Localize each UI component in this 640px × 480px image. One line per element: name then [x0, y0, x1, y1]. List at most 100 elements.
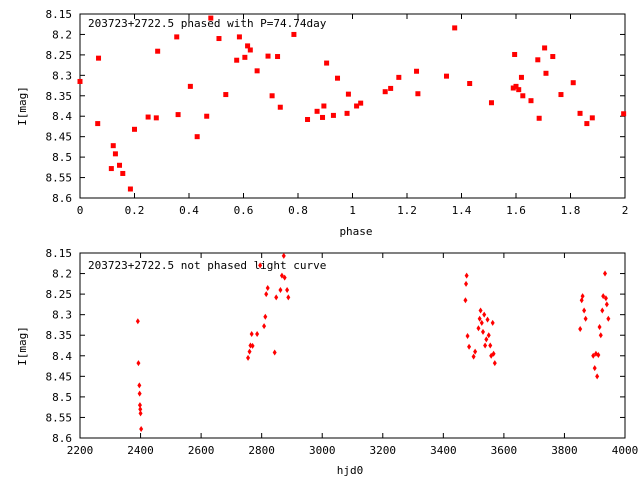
unphased-data-point	[247, 348, 252, 355]
unphased-data-point	[262, 323, 267, 330]
unphased-data-point	[281, 252, 286, 259]
phased-y-tick-label: 8.15	[46, 8, 73, 21]
unphased-data-point	[263, 313, 268, 320]
phased-data-point	[528, 98, 534, 104]
unphased-data-point	[600, 307, 605, 314]
phased-y-tick-label: 8.4	[52, 110, 72, 123]
unphased-data-point	[463, 297, 468, 304]
unphased-data-point	[272, 349, 277, 356]
unphased-data-point	[595, 373, 600, 380]
unphased-data-point	[471, 353, 476, 360]
phased-data-point	[321, 103, 327, 109]
unphased-data-point	[137, 390, 142, 397]
unphased-data-point	[137, 402, 142, 409]
phased-light-curve-panel: 203723+2722.5 phased with P=74.74day pha…	[16, 8, 628, 238]
phased-data-point	[516, 87, 522, 93]
phased-y-tick-label: 8.6	[52, 192, 72, 205]
phased-data-point	[204, 113, 210, 119]
unphased-y-axis-label: I[mag]	[16, 326, 29, 366]
unphased-data-point	[255, 330, 260, 337]
unphased-data-point	[279, 272, 284, 279]
phased-y-tick-label: 8.2	[52, 28, 72, 41]
phased-data-point	[153, 115, 159, 121]
phased-data-point	[542, 45, 548, 51]
unphased-data-point	[138, 406, 143, 413]
unphased-data-points	[135, 252, 611, 432]
unphased-data-point	[488, 342, 493, 349]
unphased-x-tick-label: 2800	[248, 444, 275, 457]
unphased-y-tick-label: 8.15	[46, 247, 73, 260]
unphased-data-point	[598, 332, 603, 339]
unphased-data-point	[282, 274, 287, 281]
unphased-data-point	[286, 294, 291, 301]
unphased-data-point	[485, 316, 490, 323]
unphased-data-point	[476, 325, 481, 332]
phased-x-tick-label: 1.2	[397, 204, 417, 217]
unphased-x-tick-label: 3800	[551, 444, 578, 457]
unphased-data-point	[484, 336, 489, 343]
phased-data-point	[452, 25, 458, 31]
phased-data-point	[247, 47, 253, 53]
unphased-data-point	[492, 360, 497, 367]
phased-data-point	[194, 134, 200, 140]
phased-data-point	[558, 92, 564, 98]
phased-data-point	[577, 110, 583, 116]
phased-data-point	[245, 43, 251, 49]
phased-data-point	[291, 31, 297, 37]
unphased-light-curve-panel: 203723+2722.5 not phased light curve hjd…	[16, 247, 638, 477]
phased-x-tick-label: 1.4	[452, 204, 472, 217]
phased-data-point	[127, 186, 133, 192]
phased-y-tick-label: 8.3	[52, 69, 72, 82]
phased-data-points	[77, 15, 627, 192]
unphased-data-point	[138, 410, 143, 417]
unphased-data-point	[264, 291, 269, 298]
phased-data-point	[77, 78, 83, 84]
phased-x-tick-label: 1.6	[506, 204, 526, 217]
unphased-data-point	[258, 262, 263, 269]
unphased-y-tick-label: 8.3	[52, 309, 72, 322]
unphased-data-point	[491, 350, 496, 357]
unphased-y-tick-label: 8.5	[52, 391, 72, 404]
unphased-data-point	[603, 270, 608, 277]
phased-x-tick-label: 0.8	[288, 204, 308, 217]
phased-y-tick-label: 8.55	[46, 172, 73, 185]
unphased-x-tick-label: 3000	[309, 444, 336, 457]
phased-data-point	[535, 57, 541, 63]
unphased-data-point	[467, 343, 472, 350]
unphased-data-point	[597, 324, 602, 330]
phased-data-point	[324, 60, 330, 66]
unphased-data-point	[582, 307, 587, 314]
phased-data-point	[216, 36, 222, 42]
phased-y-tick-label: 8.5	[52, 151, 72, 164]
unphased-data-point	[139, 425, 144, 432]
phased-data-point	[132, 126, 137, 132]
phased-x-axis-label: phase	[339, 225, 372, 238]
phased-data-point	[223, 92, 229, 98]
unphased-data-point	[591, 352, 596, 359]
unphased-x-tick-label: 2200	[67, 444, 94, 457]
unphased-y-tick-label: 8.35	[46, 329, 73, 342]
phased-data-point	[621, 111, 627, 117]
phased-y-tick-label: 8.25	[46, 49, 73, 62]
phased-data-point	[382, 89, 388, 95]
unphased-y-tick-label: 8.4	[52, 350, 72, 363]
phased-data-point	[265, 53, 271, 59]
unphased-data-point	[601, 293, 606, 300]
phased-data-point	[512, 51, 518, 57]
unphased-data-point	[465, 333, 470, 340]
phased-data-point	[155, 48, 161, 54]
phased-data-point	[277, 104, 283, 110]
phased-data-point	[354, 103, 360, 109]
phased-x-tick-label: 0	[77, 204, 84, 217]
unphased-data-point	[583, 315, 588, 322]
phased-data-point	[236, 34, 242, 40]
phased-data-point	[513, 83, 519, 89]
phased-data-point	[275, 54, 281, 60]
unphased-data-point	[578, 326, 583, 333]
phased-data-point	[95, 121, 101, 127]
phased-data-point	[174, 34, 180, 40]
phased-data-point	[584, 121, 590, 127]
unphased-y-tick-label: 8.55	[46, 411, 73, 424]
unphased-data-point	[274, 294, 279, 301]
